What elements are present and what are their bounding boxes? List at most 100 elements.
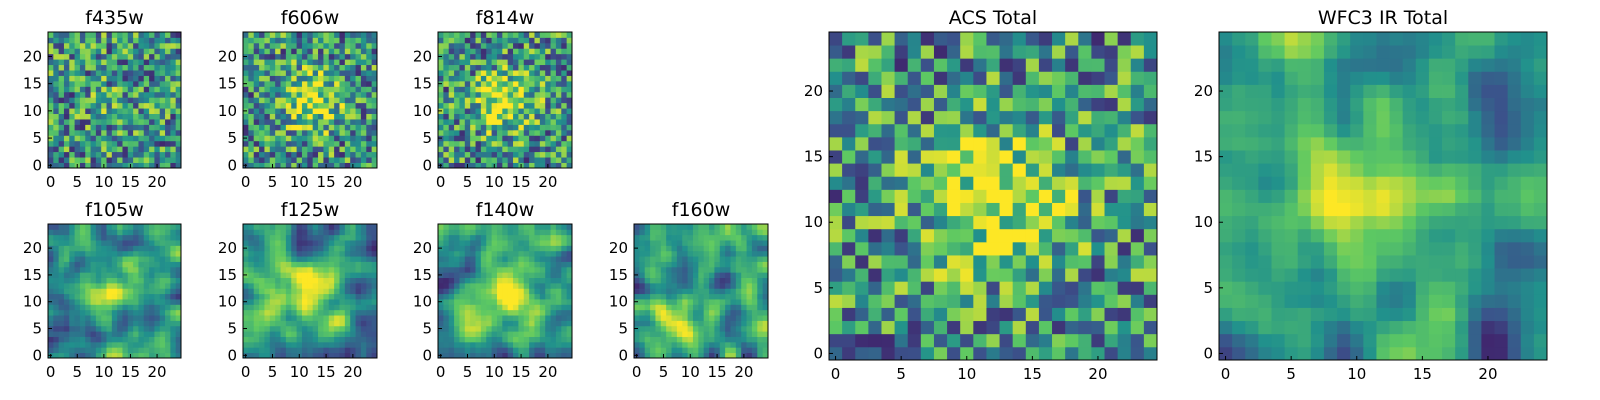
heatmap-cell bbox=[318, 234, 324, 241]
heatmap-cell bbox=[842, 228, 856, 243]
heatmap-cell bbox=[639, 331, 646, 337]
heatmap-cell bbox=[350, 59, 356, 66]
heatmap-cell bbox=[48, 304, 54, 311]
heatmap-cell bbox=[149, 91, 155, 98]
heatmap-cell bbox=[555, 336, 562, 343]
heatmap-cell bbox=[296, 113, 303, 120]
heatmap-cell bbox=[1091, 150, 1105, 164]
heatmap-cell bbox=[175, 224, 182, 230]
heatmap-cell bbox=[1104, 123, 1119, 138]
heatmap-cell bbox=[149, 75, 155, 82]
heatmap-cell bbox=[318, 75, 324, 82]
heatmap-cell bbox=[486, 240, 492, 246]
heatmap-cell bbox=[491, 240, 498, 246]
heatmap-cell bbox=[714, 320, 721, 327]
heatmap-cell bbox=[491, 70, 498, 76]
heatmap-cell bbox=[502, 64, 509, 71]
heatmap-cell bbox=[90, 157, 97, 163]
heatmap-cell bbox=[312, 336, 319, 343]
heatmap-cell bbox=[655, 266, 662, 273]
heatmap-cell bbox=[127, 304, 134, 311]
heatmap-cell bbox=[491, 75, 498, 82]
heatmap-cell bbox=[264, 75, 271, 82]
heatmap-cell bbox=[350, 91, 356, 98]
heatmap-cell bbox=[350, 80, 356, 87]
heatmap-cell bbox=[334, 146, 340, 153]
heatmap-cell bbox=[438, 59, 444, 66]
heatmap-cell bbox=[829, 163, 843, 177]
heatmap-cell bbox=[566, 113, 573, 120]
heatmap-cell bbox=[350, 277, 356, 284]
heatmap-cell bbox=[269, 266, 276, 273]
heatmap-cell bbox=[154, 135, 161, 142]
heatmap-cell bbox=[334, 97, 340, 104]
heatmap-cell bbox=[491, 86, 498, 93]
heatmap-cell bbox=[248, 272, 255, 278]
heatmap-cell bbox=[518, 224, 525, 230]
heatmap-cell bbox=[154, 91, 161, 98]
heatmap-cell bbox=[296, 64, 303, 71]
heatmap-cell bbox=[1052, 123, 1066, 138]
heatmap-cell bbox=[973, 294, 987, 308]
heatmap-cell bbox=[1025, 215, 1040, 230]
heatmap-cell bbox=[339, 293, 346, 300]
heatmap-cell bbox=[486, 124, 492, 131]
heatmap-cell bbox=[561, 151, 568, 158]
x-tick-label: 0 bbox=[436, 173, 446, 191]
heatmap-cell bbox=[350, 119, 356, 125]
heatmap-cell bbox=[1052, 268, 1066, 282]
heatmap-cell bbox=[90, 119, 97, 125]
heatmap-cell bbox=[671, 256, 678, 262]
heatmap-cell bbox=[248, 64, 255, 71]
heatmap-cell bbox=[280, 102, 287, 109]
heatmap-cell bbox=[90, 86, 97, 93]
heatmap-cell bbox=[703, 272, 710, 278]
heatmap-cell bbox=[291, 42, 297, 49]
heatmap-cell bbox=[90, 347, 97, 354]
heatmap-cell bbox=[513, 325, 519, 332]
heatmap-cell bbox=[312, 157, 319, 163]
heatmap-cell bbox=[947, 307, 961, 322]
heatmap-cell bbox=[855, 176, 869, 190]
heatmap-cell bbox=[666, 250, 672, 257]
heatmap-cell bbox=[709, 245, 715, 252]
heatmap-cell bbox=[53, 48, 60, 55]
heatmap-cell bbox=[79, 70, 86, 76]
heatmap-cell bbox=[464, 288, 471, 295]
heatmap-cell bbox=[725, 250, 731, 257]
heatmap-cell bbox=[550, 64, 557, 71]
heatmap-cell bbox=[682, 224, 688, 230]
heatmap-cell bbox=[133, 75, 139, 82]
heatmap-cell bbox=[318, 299, 324, 305]
heatmap-cell bbox=[486, 86, 492, 93]
heatmap-cell bbox=[79, 129, 86, 136]
heatmap-cell bbox=[248, 124, 255, 131]
heatmap-cell bbox=[999, 202, 1014, 217]
heatmap-cell bbox=[1078, 241, 1092, 256]
heatmap-cell bbox=[534, 140, 541, 147]
heatmap-cell bbox=[366, 129, 373, 136]
heatmap-cell bbox=[159, 91, 166, 98]
heatmap-cell bbox=[307, 124, 314, 131]
heatmap-cell bbox=[159, 64, 166, 71]
heatmap-cell bbox=[539, 75, 546, 82]
heatmap-cell bbox=[366, 261, 373, 268]
heatmap-cell bbox=[746, 277, 753, 284]
heatmap-cell bbox=[1130, 150, 1145, 164]
heatmap-cell bbox=[264, 151, 271, 158]
heatmap-cell bbox=[48, 331, 54, 337]
heatmap-cell bbox=[339, 224, 346, 230]
heatmap-cell bbox=[518, 102, 525, 109]
heatmap-cell bbox=[666, 224, 672, 230]
heatmap-cell bbox=[448, 336, 455, 343]
heatmap-cell bbox=[339, 282, 346, 289]
heatmap-cell bbox=[555, 162, 562, 169]
heatmap-cell bbox=[534, 299, 541, 305]
heatmap-cell bbox=[566, 42, 573, 49]
heatmap-cell bbox=[561, 124, 568, 131]
heatmap-cell bbox=[243, 224, 249, 230]
heatmap-cell bbox=[751, 315, 758, 321]
heatmap-cell bbox=[106, 266, 113, 273]
heatmap-cell bbox=[101, 119, 107, 125]
heatmap-cell bbox=[170, 250, 177, 257]
